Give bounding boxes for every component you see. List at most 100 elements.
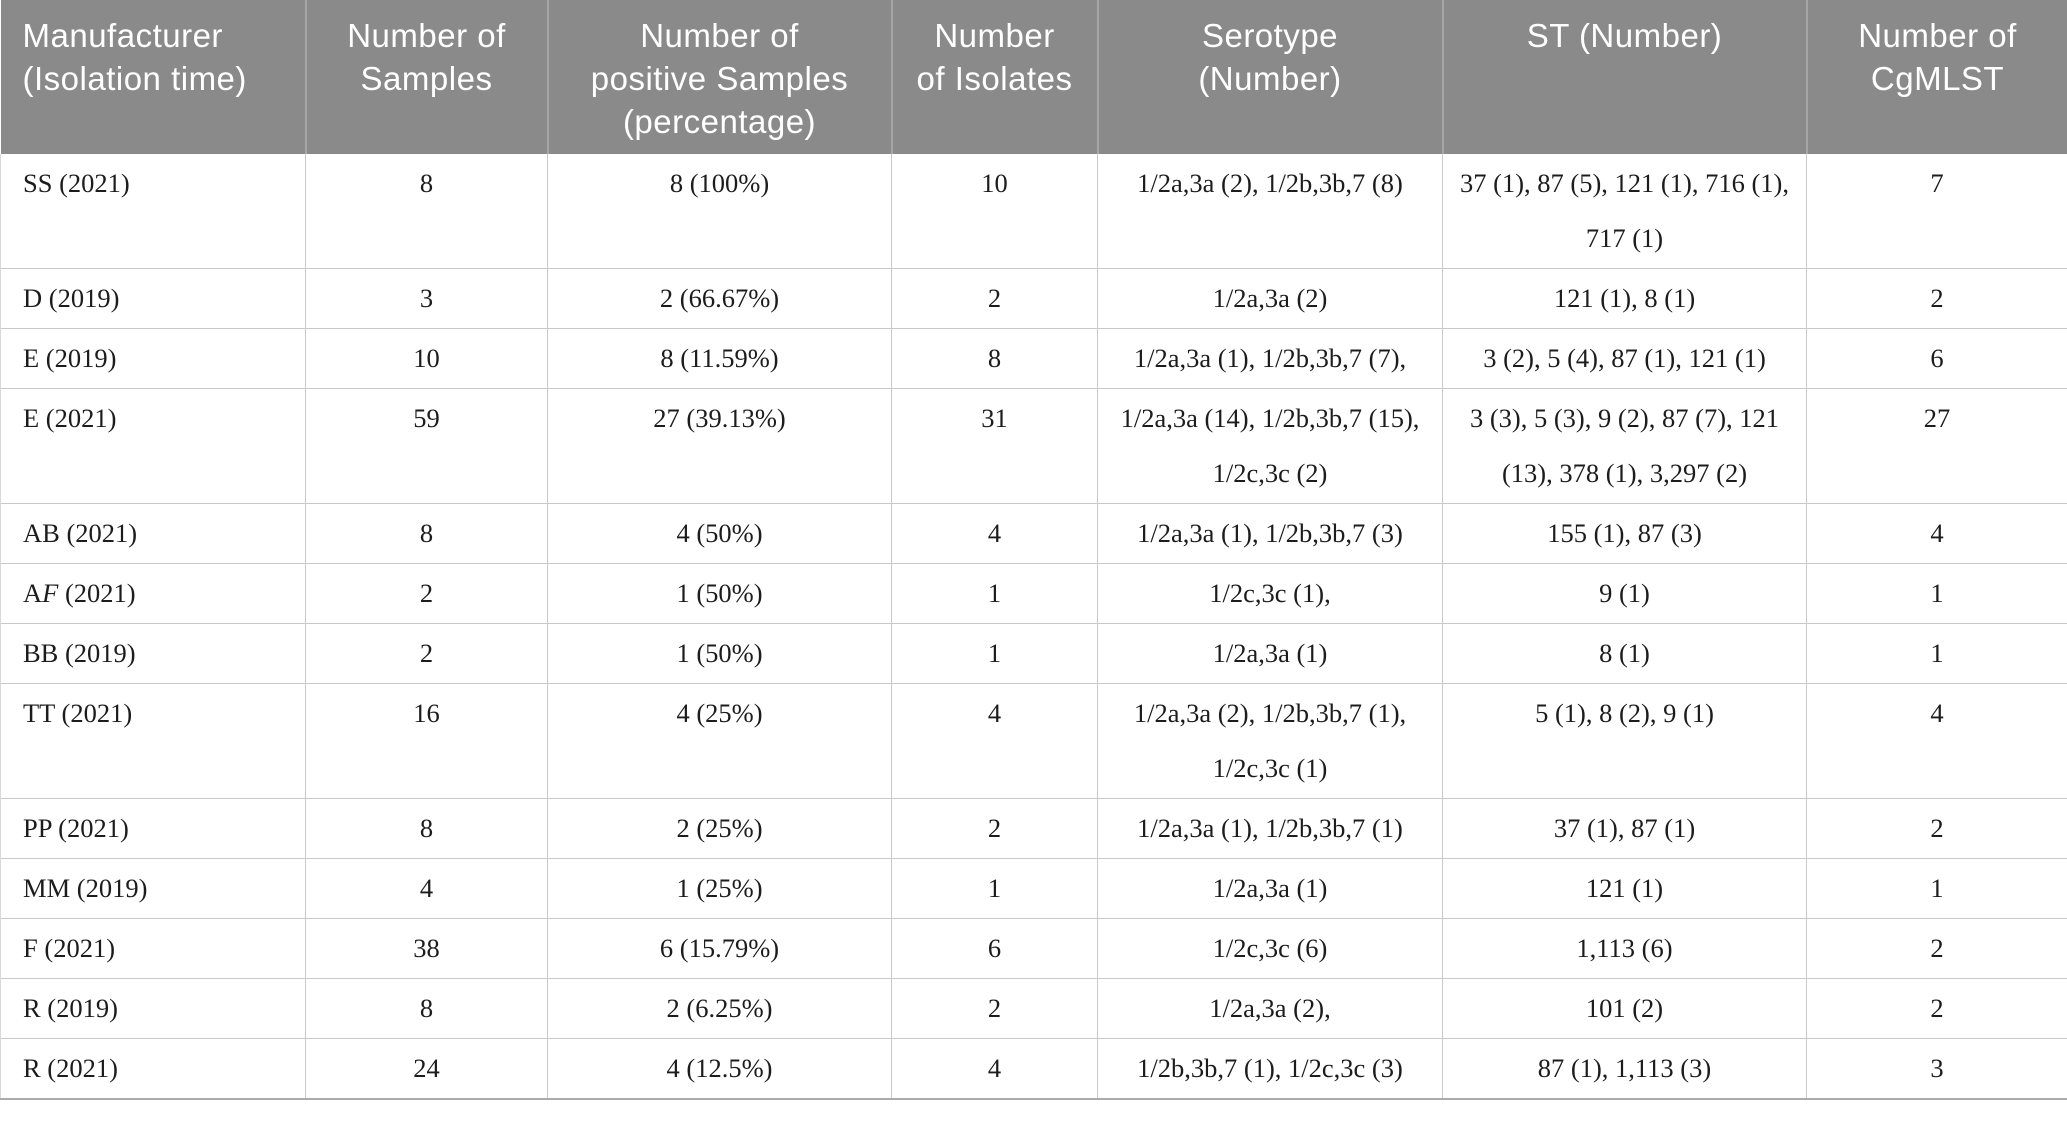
cell-cgmlst: 1: [1806, 858, 2067, 919]
cell-serotype: 1/2a,3a (2), 1/2b,3b,7 (8): [1097, 154, 1443, 269]
cell-positive: 2 (25%): [547, 798, 892, 859]
table-row: PP (2021) 8 2 (25%) 2 1/2a,3a (1), 1/2b,3b,7…: [0, 798, 2067, 859]
cell-positive: 8 (100%): [547, 154, 892, 269]
cell-serotype: 1/2a,3a (2): [1097, 268, 1443, 329]
cell-positive: 1 (50%): [547, 623, 892, 684]
cell-isolates: 31: [891, 388, 1098, 504]
cell-serotype: 1/2a,3a (1), 1/2b,3b,7 (7),: [1097, 328, 1443, 389]
cell-positive: 4 (25%): [547, 683, 892, 799]
cell-manufacturer: AF (2021): [0, 563, 306, 624]
column-header-isolates: Number of Isolates: [890, 0, 1098, 154]
table-row: D (2019) 3 2 (66.67%) 2 1/2a,3a (2) 121 (1), …: [0, 268, 2067, 329]
column-header-serotype: Serotype (Number): [1096, 0, 1443, 154]
cell-serotype: 1/2b,3b,7 (1), 1/2c,3c (3): [1097, 1038, 1443, 1100]
column-header-cgmlst: Number of CgMLST: [1805, 0, 2067, 154]
cell-isolates: 6: [891, 918, 1098, 979]
cell-manufacturer: E (2021): [0, 388, 306, 504]
manufacturer-text: PP (2021): [23, 813, 129, 843]
cell-manufacturer: BB (2019): [0, 623, 306, 684]
table-row: AF (2021) 2 1 (50%) 1 1/2c,3c (1), 9 (1) 1: [0, 563, 2067, 624]
manufacturer-text: A: [23, 578, 43, 608]
cell-serotype: 1/2a,3a (14), 1/2b,3b,7 (15), 1/2c,3c (2…: [1097, 388, 1443, 504]
column-header-samples: Number of Samples: [304, 0, 548, 154]
table-body: SS (2021) 8 8 (100%) 10 1/2a,3a (2), 1/2b,3b…: [0, 154, 2067, 1100]
cell-serotype: 1/2a,3a (1): [1097, 623, 1443, 684]
cell-cgmlst: 7: [1806, 154, 2067, 269]
manufacturer-text: MM (2019): [23, 873, 148, 903]
cell-serotype: 1/2a,3a (2),: [1097, 978, 1443, 1039]
manufacturer-text: AB (2021): [23, 518, 138, 548]
cell-st: 5 (1), 8 (2), 9 (1): [1442, 683, 1807, 799]
cell-isolates: 1: [891, 623, 1098, 684]
manufacturer-text: (2021): [58, 578, 136, 608]
table-row: R (2019) 8 2 (6.25%) 2 1/2a,3a (2), 101 (2) 2: [0, 978, 2067, 1039]
table-header: Manufacturer (Isolation time) Number of …: [0, 0, 2067, 154]
cell-samples: 4: [305, 858, 548, 919]
cell-st: 8 (1): [1442, 623, 1807, 684]
manufacturer-text: D (2019): [23, 283, 120, 313]
cell-st: 87 (1), 1,113 (3): [1442, 1038, 1807, 1100]
cell-cgmlst: 4: [1806, 503, 2067, 564]
cell-st: 3 (2), 5 (4), 87 (1), 121 (1): [1442, 328, 1807, 389]
cell-positive: 2 (66.67%): [547, 268, 892, 329]
cell-samples: 16: [305, 683, 548, 799]
cell-serotype: 1/2a,3a (2), 1/2b,3b,7 (1), 1/2c,3c (1): [1097, 683, 1443, 799]
manufacturer-text: R (2021): [23, 1053, 118, 1083]
column-header-st: ST (Number): [1441, 0, 1807, 154]
cell-cgmlst: 2: [1806, 978, 2067, 1039]
cell-manufacturer: E (2019): [0, 328, 306, 389]
table-row: R (2021) 24 4 (12.5%) 4 1/2b,3b,7 (1), 1/2c,…: [0, 1038, 2067, 1100]
cell-cgmlst: 3: [1806, 1038, 2067, 1100]
cell-st: 101 (2): [1442, 978, 1807, 1039]
cell-manufacturer: R (2019): [0, 978, 306, 1039]
cell-st: 155 (1), 87 (3): [1442, 503, 1807, 564]
cell-samples: 24: [305, 1038, 548, 1100]
cell-samples: 10: [305, 328, 548, 389]
cell-cgmlst: 27: [1806, 388, 2067, 504]
cell-cgmlst: 2: [1806, 798, 2067, 859]
cell-serotype: 1/2a,3a (1), 1/2b,3b,7 (1): [1097, 798, 1443, 859]
cell-isolates: 2: [891, 268, 1098, 329]
cell-cgmlst: 2: [1806, 268, 2067, 329]
manufacturer-text: TT (2021): [23, 698, 133, 728]
cell-positive: 27 (39.13%): [547, 388, 892, 504]
cell-isolates: 1: [891, 563, 1098, 624]
cell-isolates: 4: [891, 503, 1098, 564]
cell-samples: 2: [305, 563, 548, 624]
cell-positive: 4 (12.5%): [547, 1038, 892, 1100]
cell-isolates: 2: [891, 798, 1098, 859]
cell-isolates: 2: [891, 978, 1098, 1039]
cell-st: 121 (1): [1442, 858, 1807, 919]
cell-manufacturer: SS (2021): [0, 154, 306, 269]
cell-manufacturer: PP (2021): [0, 798, 306, 859]
column-header-positive-samples: Number of positive Samples (percentage): [546, 0, 892, 154]
cell-cgmlst: 6: [1806, 328, 2067, 389]
cell-cgmlst: 2: [1806, 918, 2067, 979]
cell-positive: 4 (50%): [547, 503, 892, 564]
cell-samples: 59: [305, 388, 548, 504]
cell-st: 37 (1), 87 (1): [1442, 798, 1807, 859]
cell-samples: 2: [305, 623, 548, 684]
cell-samples: 8: [305, 798, 548, 859]
cell-serotype: 1/2c,3c (6): [1097, 918, 1443, 979]
cell-positive: 1 (50%): [547, 563, 892, 624]
manufacturer-text: E (2021): [23, 403, 117, 433]
table-row: AB (2021) 8 4 (50%) 4 1/2a,3a (1), 1/2b,3b,7…: [0, 503, 2067, 564]
cell-manufacturer: D (2019): [0, 268, 306, 329]
cell-positive: 1 (25%): [547, 858, 892, 919]
cell-isolates: 4: [891, 1038, 1098, 1100]
cell-st: 3 (3), 5 (3), 9 (2), 87 (7), 121 (13), 3…: [1442, 388, 1807, 504]
table-row: F (2021) 38 6 (15.79%) 6 1/2c,3c (6) 1,113 (6…: [0, 918, 2067, 979]
cell-manufacturer: MM (2019): [0, 858, 306, 919]
cell-cgmlst: 1: [1806, 623, 2067, 684]
cell-isolates: 4: [891, 683, 1098, 799]
cell-isolates: 10: [891, 154, 1098, 269]
manufacturer-text: BB (2019): [23, 638, 136, 668]
cell-st: 9 (1): [1442, 563, 1807, 624]
cell-cgmlst: 1: [1806, 563, 2067, 624]
manufacturer-text-italic: F: [42, 578, 59, 608]
cell-manufacturer: F (2021): [0, 918, 306, 979]
manufacturer-text: SS (2021): [23, 168, 130, 198]
cell-samples: 8: [305, 503, 548, 564]
cell-samples: 3: [305, 268, 548, 329]
